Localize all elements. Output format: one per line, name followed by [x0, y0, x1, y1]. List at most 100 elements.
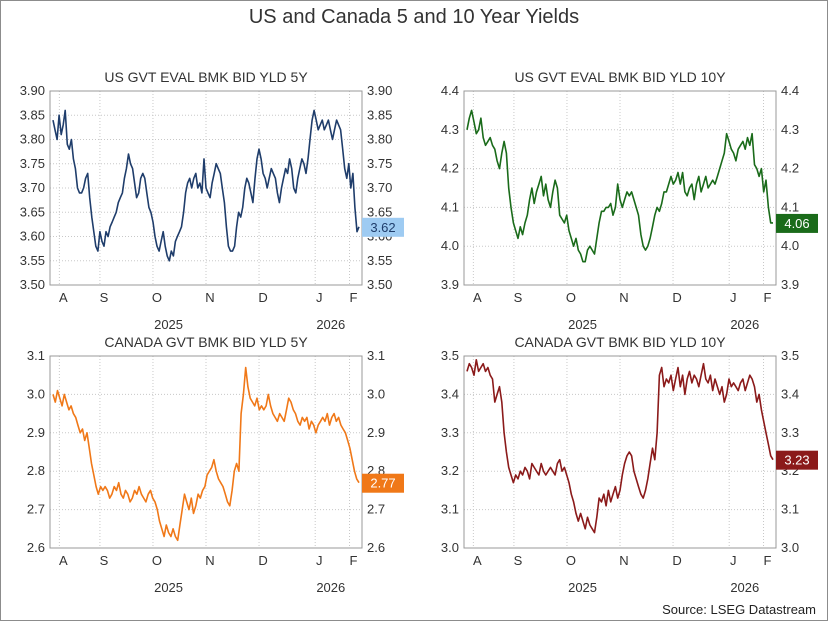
x-tick-label: S: [514, 290, 523, 305]
panel-4: CANADA GVT BMK BID YLD 10Y 3.0 3.0 3.1 3.1 3.…: [441, 334, 818, 595]
y-tick-label-right: 3.4: [781, 386, 799, 401]
x-year-label: 2026: [316, 317, 345, 332]
last-value-label: 3.23: [784, 453, 809, 468]
y-tick-label-right: 3.90: [367, 83, 392, 98]
y-tick-label-right: 4.3: [781, 122, 799, 137]
y-tick-label-left: 3.60: [20, 229, 45, 244]
plot-area: [49, 355, 363, 549]
y-tick-label-left: 3.3: [441, 425, 459, 440]
panel-title: CANADA GVT BMK BID YLD 5Y: [104, 334, 308, 350]
y-tick-label-right: 3.55: [367, 253, 392, 268]
x-year-label: 2025: [154, 580, 183, 595]
x-tick-label: A: [59, 553, 68, 568]
x-tick-label: S: [100, 553, 109, 568]
y-tick-label-left: 3.70: [20, 180, 45, 195]
y-tick-label-left: 3.1: [441, 502, 459, 517]
series-line: [52, 109, 360, 262]
y-tick-label-left: 3.80: [20, 132, 45, 147]
y-tick-label-left: 3.85: [20, 107, 45, 122]
y-tick-label-left: 4.4: [441, 83, 459, 98]
x-year-label: 2025: [154, 317, 183, 332]
x-tick-label: F: [350, 290, 358, 305]
y-tick-label-left: 3.9: [441, 277, 459, 292]
x-tick-label: S: [100, 290, 109, 305]
y-tick-label-left: 3.0: [441, 540, 459, 555]
x-year-label: 2025: [568, 580, 597, 595]
panel-title: US GVT EVAL BMK BID YLD 10Y: [514, 69, 726, 85]
series-line: [466, 109, 773, 263]
y-tick-label-left: 4.2: [441, 161, 459, 176]
x-tick-label: O: [566, 290, 576, 305]
x-tick-label: N: [205, 290, 214, 305]
x-tick-label: D: [258, 553, 267, 568]
last-value-label: 2.77: [370, 476, 395, 491]
plot-area: [463, 90, 777, 286]
x-tick-label: S: [514, 553, 523, 568]
y-tick-label-right: 3.75: [367, 156, 392, 171]
source-note: Source: LSEG Datastream: [662, 602, 816, 617]
last-value-box: [362, 217, 404, 237]
x-tick-label: N: [205, 553, 214, 568]
y-tick-label-left: 3.55: [20, 253, 45, 268]
panel-title: CANADA GVT BMK BID YLD 10Y: [514, 334, 726, 350]
y-tick-label-right: 4.2: [781, 161, 799, 176]
x-tick-label: D: [672, 290, 681, 305]
y-tick-label-right: 3.3: [781, 425, 799, 440]
y-tick-label-left: 2.6: [27, 540, 45, 555]
y-tick-label-left: 4.3: [441, 122, 459, 137]
y-tick-label-left: 2.9: [27, 425, 45, 440]
last-value-label: 4.06: [784, 216, 809, 231]
last-value-label: 3.62: [370, 220, 395, 235]
x-tick-label: N: [619, 290, 628, 305]
y-tick-label-left: 3.4: [441, 386, 459, 401]
y-tick-label-right: 3.1: [367, 348, 385, 363]
y-tick-label-right: 3.70: [367, 180, 392, 195]
panel-title: US GVT EVAL BMK BID YLD 5Y: [104, 69, 308, 85]
y-tick-label-right: 3.0: [367, 386, 385, 401]
y-tick-label-right: 4.4: [781, 83, 799, 98]
y-tick-label-left: 3.1: [27, 348, 45, 363]
panel-1: US GVT EVAL BMK BID YLD 5Y 3.50 3.50 3.55 3.…: [20, 69, 404, 332]
x-tick-label: D: [258, 290, 267, 305]
x-tick-label: A: [473, 290, 482, 305]
y-tick-label-right: 4.1: [781, 199, 799, 214]
x-tick-label: N: [619, 553, 628, 568]
series-line: [52, 366, 360, 542]
y-tick-label-left: 3.5: [441, 348, 459, 363]
x-year-label: 2026: [730, 317, 759, 332]
x-tick-label: J: [316, 290, 323, 305]
last-value-box: [776, 450, 818, 470]
y-tick-label-right: 3.0: [781, 540, 799, 555]
panel-3: CANADA GVT BMK BID YLD 5Y 2.6 2.6 2.7 2.7 2.8…: [27, 334, 404, 595]
y-tick-label-right: 3.85: [367, 107, 392, 122]
y-tick-label-left: 3.75: [20, 156, 45, 171]
x-year-label: 2025: [568, 317, 597, 332]
y-tick-label-right: 2.9: [367, 425, 385, 440]
y-tick-label-left: 3.90: [20, 83, 45, 98]
y-tick-label-left: 3.65: [20, 204, 45, 219]
y-tick-label-right: 3.65: [367, 204, 392, 219]
x-tick-label: J: [316, 553, 323, 568]
series-line: [466, 358, 774, 534]
x-tick-label: A: [473, 553, 482, 568]
x-tick-label: D: [672, 553, 681, 568]
x-year-label: 2026: [316, 580, 345, 595]
y-tick-label-right: 3.9: [781, 277, 799, 292]
y-tick-label-right: 2.6: [367, 540, 385, 555]
y-tick-label-right: 3.50: [367, 277, 392, 292]
x-tick-label: F: [764, 553, 772, 568]
y-tick-label-left: 3.50: [20, 277, 45, 292]
y-tick-label-right: 3.5: [781, 348, 799, 363]
x-tick-label: F: [764, 290, 772, 305]
x-tick-label: F: [350, 553, 358, 568]
x-tick-label: A: [59, 290, 68, 305]
x-tick-label: O: [152, 553, 162, 568]
figure-title: US and Canada 5 and 10 Year Yields: [248, 6, 580, 28]
last-value-box: [362, 473, 404, 493]
plot-area: [49, 90, 363, 286]
y-tick-label-right: 3.80: [367, 132, 392, 147]
y-tick-label-right: 2.7: [367, 502, 385, 517]
x-tick-label: J: [730, 290, 737, 305]
y-tick-label-left: 4.1: [441, 199, 459, 214]
